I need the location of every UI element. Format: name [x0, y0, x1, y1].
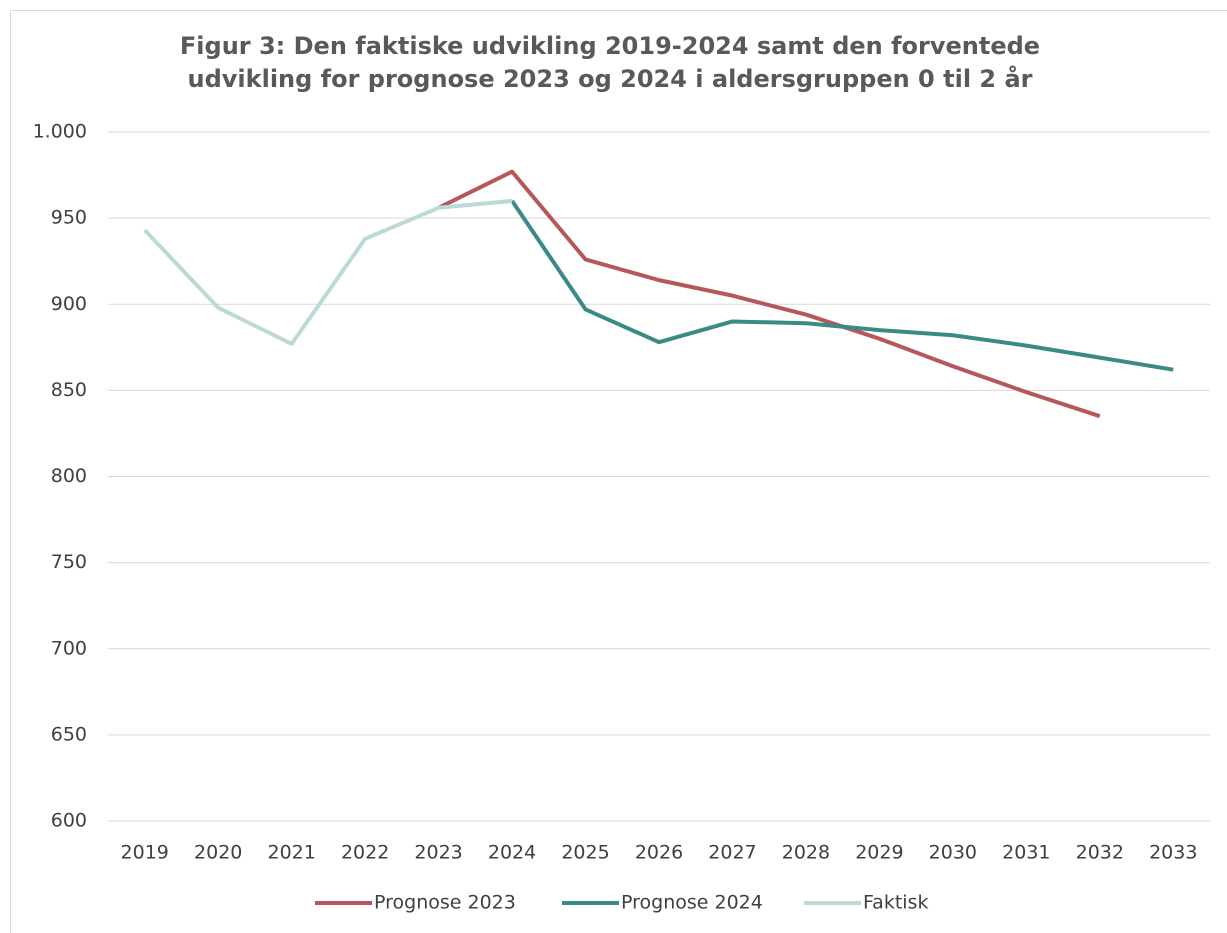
y-tick-label: 850 [51, 379, 87, 401]
series-line [437, 169, 1101, 419]
y-tick-label: 800 [51, 465, 87, 487]
x-tick-label: 2029 [855, 842, 903, 864]
y-tick-label: 750 [51, 551, 87, 573]
x-tick-label: 2030 [929, 842, 977, 864]
x-tick-label: 2033 [1149, 842, 1197, 864]
y-tick-label: 950 [51, 207, 87, 229]
y-tick-label: 900 [51, 293, 87, 315]
legend-label: Prognose 2023 [374, 892, 516, 914]
y-tick-label: 1.000 [33, 121, 87, 143]
y-tick-label: 700 [51, 637, 87, 659]
series-line [143, 198, 513, 346]
x-tick-label: 2028 [782, 842, 830, 864]
x-tick-label: 2025 [561, 842, 609, 864]
x-tick-label: 2021 [267, 842, 315, 864]
chart-frame [10, 10, 1227, 933]
x-tick-label: 2022 [341, 842, 389, 864]
x-tick-label: 2024 [488, 842, 536, 864]
legend-label: Faktisk [863, 892, 928, 914]
chart-title: Figur 3: Den faktiske udvikling 2019-202… [179, 32, 1041, 93]
x-tick-label: 2023 [414, 842, 462, 864]
x-tick-label: 2026 [635, 842, 683, 864]
y-tick-label: 650 [51, 723, 87, 745]
legend-label: Prognose 2024 [621, 892, 763, 914]
x-tick-label: 2031 [1002, 842, 1050, 864]
x-tick-label: 2020 [194, 842, 242, 864]
x-tick-label: 2032 [1076, 842, 1124, 864]
series-line [510, 199, 1174, 372]
x-tick-label: 2027 [708, 842, 756, 864]
x-tick-label: 2019 [121, 842, 169, 864]
y-tick-label: 600 [51, 810, 87, 832]
